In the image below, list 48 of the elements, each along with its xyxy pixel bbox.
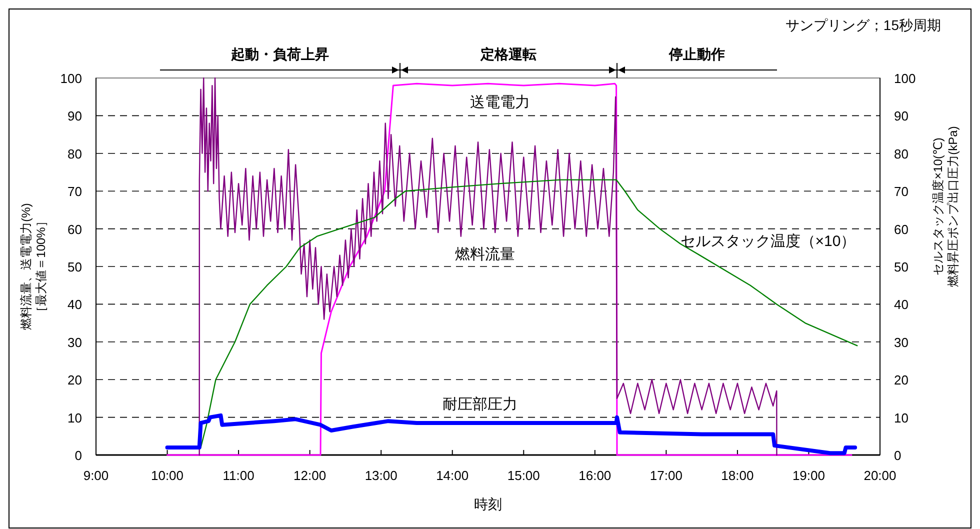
series-label: 送電電力 <box>470 94 530 111</box>
y2-tick-label: 20 <box>894 372 908 388</box>
y-tick-label: 30 <box>68 334 82 350</box>
x-tick-label: 9:00 <box>83 468 109 483</box>
x-tick-label: 19:00 <box>792 468 825 483</box>
text: サンプリング；15秒周期 <box>785 17 941 33</box>
y-tick-label: 10 <box>68 410 82 426</box>
y2-tick-label: 30 <box>894 334 908 350</box>
y-tick-label: 40 <box>68 297 82 312</box>
y-tick-label: 0 <box>74 448 82 463</box>
series-label: セルスタック温度（×10） <box>680 233 856 250</box>
y2-tick-label: 0 <box>894 448 902 463</box>
y2-tick-label: 10 <box>894 410 908 426</box>
x-tick-label: 18:00 <box>721 468 754 483</box>
x-tick-label: 20:00 <box>864 468 896 483</box>
line-series <box>166 82 852 456</box>
x-axis-title: 時刻 <box>474 496 502 512</box>
y2-tick-label: 100 <box>894 71 916 86</box>
x-tick-label: 17:00 <box>650 468 682 483</box>
y-tick-label: 80 <box>68 146 82 162</box>
y-axis-title: 燃料流量、送電電力(%) ［最大値＝100%］ <box>19 203 48 330</box>
y2-tick-label: 40 <box>894 297 908 312</box>
x-tick-label: 11:00 <box>222 468 254 483</box>
y2-tick-label: 70 <box>894 184 908 200</box>
x-tick-label: 12:00 <box>294 468 326 483</box>
y-tick-label: 50 <box>68 260 82 274</box>
y2-tick-label: 90 <box>894 108 908 124</box>
y-tick-label: 20 <box>68 372 82 388</box>
x-tick-label: 15:00 <box>507 468 540 483</box>
y2-tick-label: 80 <box>894 146 908 162</box>
line-series <box>200 179 858 448</box>
y-tick-label: 70 <box>68 184 82 200</box>
series-label: 耐圧部圧力 <box>442 396 518 413</box>
y2-tick-label: 50 <box>894 260 908 274</box>
text: 起動・負荷上昇 <box>230 46 329 62</box>
y-tick-label: 100 <box>60 71 82 86</box>
text: 停止動作 <box>668 46 725 62</box>
x-tick-label: 13:00 <box>364 468 398 483</box>
series-label: 燃料流量 <box>455 246 515 263</box>
y2-tick-label: 60 <box>894 222 908 237</box>
x-tick-label: 16:00 <box>578 468 612 483</box>
y-tick-label: 90 <box>68 108 82 124</box>
y2-axis-title: セルスタック温度×10(℃) 燃料昇圧ポンプ出口圧力(kPa) <box>931 126 960 287</box>
text: 定格運転 <box>480 46 536 62</box>
y-tick-label: 60 <box>68 222 82 237</box>
x-tick-label: 14:00 <box>436 468 469 483</box>
x-tick-label: 10:00 <box>151 468 184 483</box>
line-series <box>165 413 858 456</box>
